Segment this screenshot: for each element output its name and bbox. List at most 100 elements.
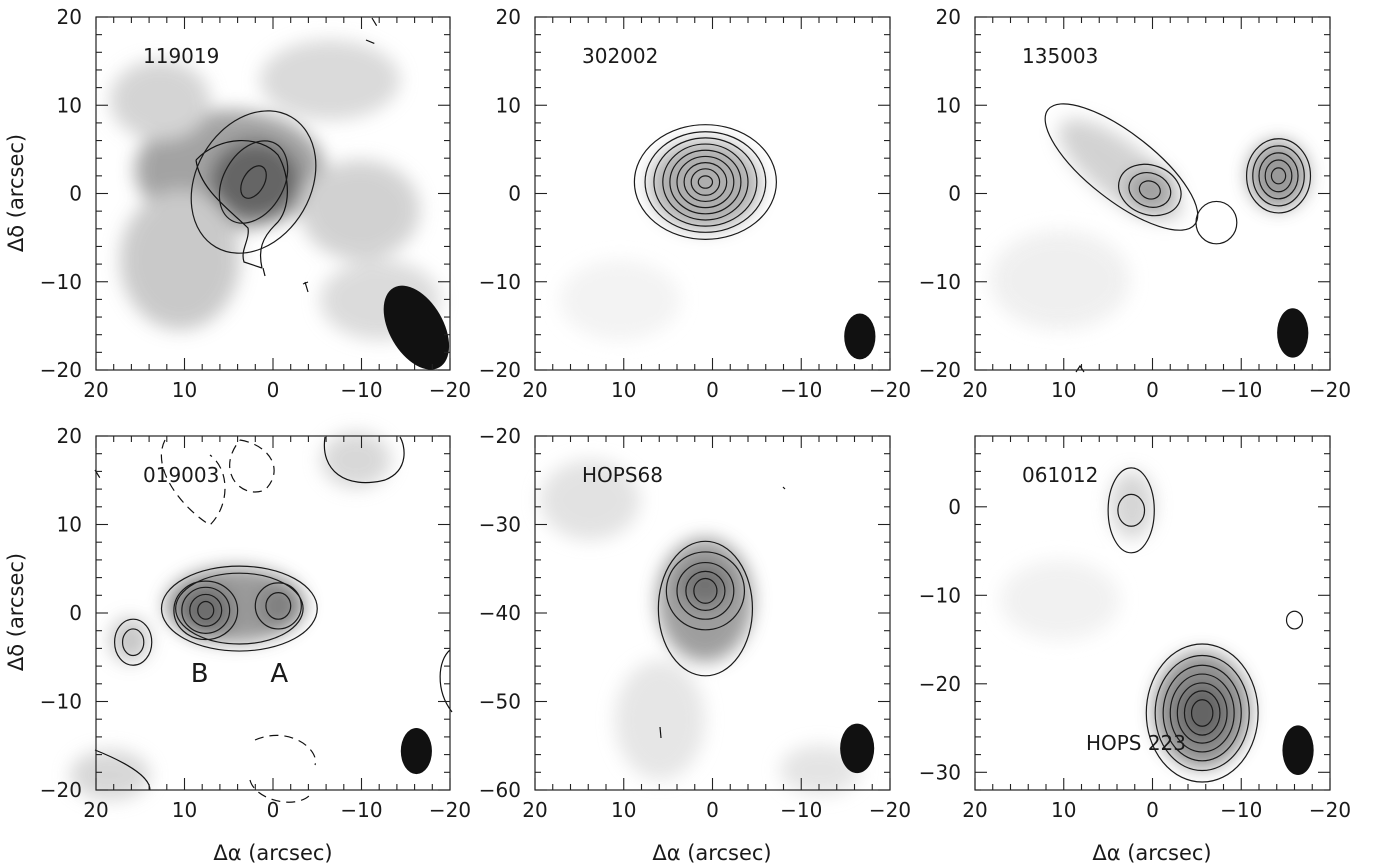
contour-layer xyxy=(113,103,1312,783)
y-tick-label: 20 xyxy=(936,5,961,29)
contour-level xyxy=(1118,163,1182,217)
contour-level xyxy=(113,618,153,666)
x-tick-label: 0 xyxy=(1146,378,1159,402)
y-tick-label: −40 xyxy=(479,601,521,625)
x-tick-label: 0 xyxy=(1146,798,1159,822)
contour-level xyxy=(676,561,735,620)
y-tick-label: −10 xyxy=(919,270,961,294)
y-axis-label-bottom: Δδ (arcsec) xyxy=(4,553,28,671)
contour-level xyxy=(254,582,302,630)
contour-level xyxy=(1264,159,1293,193)
annotation-label: HOPS 223 xyxy=(1086,731,1186,755)
x-tick-label: −10 xyxy=(1220,378,1262,402)
contour-level xyxy=(1162,664,1242,762)
contour-level xyxy=(240,165,267,199)
x-tick-label: −20 xyxy=(429,798,471,822)
contour-level xyxy=(644,131,767,233)
contour-level xyxy=(690,168,721,196)
y-tick-label: −30 xyxy=(919,760,961,784)
contour-level xyxy=(653,137,758,227)
contour-level xyxy=(173,580,239,641)
y-tick-label: 10 xyxy=(57,93,82,117)
y-tick-label: 10 xyxy=(57,513,82,537)
panel-name: HOPS68 xyxy=(582,463,663,487)
x-tick-label: −20 xyxy=(1309,798,1351,822)
panel-name: 061012 xyxy=(1022,463,1098,487)
x-tick-label: 20 xyxy=(962,378,987,402)
panel-name: 019003 xyxy=(143,463,219,487)
contour-level xyxy=(633,124,778,240)
x-tick-label: −20 xyxy=(429,378,471,402)
beam-ellipse xyxy=(1282,725,1314,775)
x-tick-label: 20 xyxy=(522,378,547,402)
x-tick-label: 20 xyxy=(962,798,987,822)
beam-ellipse xyxy=(383,285,450,370)
panel-name: 119019 xyxy=(143,44,219,68)
contour-level xyxy=(218,140,289,224)
contour-level xyxy=(665,551,746,631)
beam-layer xyxy=(383,285,1314,775)
x-tick-label: −20 xyxy=(1309,378,1351,402)
y-tick-label: 10 xyxy=(496,93,521,117)
contour-level xyxy=(1270,167,1287,185)
x-axis-label-3: Δα (arcsec) xyxy=(1092,841,1211,865)
contour-level xyxy=(676,155,735,209)
x-tick-label: −20 xyxy=(869,798,911,822)
contour-level xyxy=(1107,467,1155,554)
x-tick-label: 0 xyxy=(267,798,280,822)
y-tick-label: −20 xyxy=(40,778,82,802)
x-tick-label: 20 xyxy=(83,798,108,822)
contour-level xyxy=(1195,200,1238,245)
y-tick-label: 0 xyxy=(948,495,961,519)
contour-level xyxy=(669,149,742,215)
x-tick-label: 10 xyxy=(1051,798,1076,822)
contour-level xyxy=(657,540,754,677)
x-tick-label: 20 xyxy=(83,378,108,402)
y-tick-label: −60 xyxy=(479,778,521,802)
y-tick-label: −10 xyxy=(40,270,82,294)
contour-level xyxy=(662,143,749,221)
y-tick-label: 20 xyxy=(496,5,521,29)
y-tick-label: −10 xyxy=(479,270,521,294)
x-tick-label: −10 xyxy=(1220,798,1262,822)
contour-level xyxy=(1117,493,1146,527)
contour-level xyxy=(189,593,223,627)
y-tick-label: −10 xyxy=(919,583,961,607)
beam-ellipse xyxy=(400,728,432,775)
x-tick-label: 10 xyxy=(172,798,197,822)
contour-level xyxy=(685,570,726,611)
y-tick-label: −20 xyxy=(40,358,82,382)
x-tick-label: 10 xyxy=(611,798,636,822)
beam-ellipse xyxy=(1277,308,1309,358)
beam-ellipse xyxy=(844,313,876,360)
contour-level xyxy=(1145,643,1259,783)
x-tick-label: 0 xyxy=(706,378,719,402)
x-tick-label: 10 xyxy=(1051,378,1076,402)
annotation-label: A xyxy=(270,659,288,689)
x-tick-label: 20 xyxy=(522,798,547,822)
beam-ellipse xyxy=(840,723,875,774)
contour-level xyxy=(1258,152,1299,200)
x-tick-label: 10 xyxy=(611,378,636,402)
contour-level xyxy=(1245,138,1312,214)
contour-level xyxy=(1183,690,1221,736)
annotation-label: B xyxy=(191,659,209,689)
contour-level xyxy=(1190,699,1214,727)
y-tick-label: 0 xyxy=(69,182,82,206)
y-tick-label: 0 xyxy=(508,182,521,206)
tick-layer xyxy=(95,16,1331,791)
contour-level xyxy=(693,577,718,604)
contour-level xyxy=(1169,673,1235,753)
contour-level xyxy=(683,162,728,203)
y-tick-label: −50 xyxy=(479,690,521,714)
y-tick-label: −30 xyxy=(479,513,521,537)
contour-level xyxy=(160,565,318,652)
panel-name: 302002 xyxy=(582,44,658,68)
contour-level xyxy=(197,600,215,620)
y-tick-label: 0 xyxy=(948,182,961,206)
x-axis-label-1: Δα (arcsec) xyxy=(213,841,332,865)
x-axis-label-2: Δα (arcsec) xyxy=(652,841,771,865)
x-tick-label: −10 xyxy=(340,798,382,822)
